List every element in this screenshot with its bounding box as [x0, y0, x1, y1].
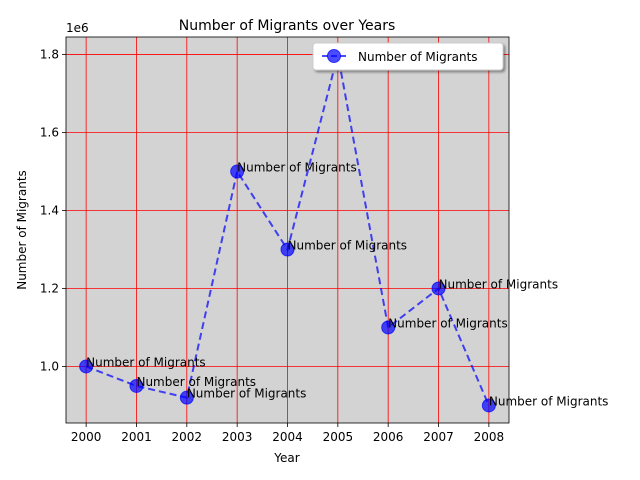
- data-point: [431, 281, 446, 296]
- legend-marker-sample: [327, 49, 341, 63]
- x-tick-label: 2006: [373, 430, 404, 444]
- data-point-label: Number of Migrants: [136, 375, 256, 389]
- x-tick-label: 2001: [121, 430, 152, 444]
- legend-entry-label: Number of Migrants: [358, 50, 478, 64]
- chart-title: Number of Migrants over Years: [179, 18, 396, 34]
- data-point: [230, 164, 245, 179]
- x-tick-label: 2005: [323, 430, 354, 444]
- y-tick-label: 1.8: [40, 48, 59, 62]
- y-offset-label: 1e6: [66, 21, 89, 35]
- x-tick-label: 2000: [71, 430, 102, 444]
- x-tick-label: 2004: [272, 430, 303, 444]
- y-tick-label: 1.6: [40, 126, 59, 140]
- data-point-label: Number of Migrants: [237, 161, 357, 175]
- data-point: [381, 320, 396, 335]
- x-tick-label: 2007: [423, 430, 454, 444]
- data-point: [129, 378, 144, 393]
- legend: Number of Migrants: [312, 42, 504, 71]
- y-tick-label: 1.0: [40, 359, 59, 373]
- data-point: [481, 398, 496, 413]
- y-axis-label: Number of Migrants: [15, 170, 29, 290]
- x-tick-label: 2002: [172, 430, 203, 444]
- data-point: [280, 242, 295, 257]
- axes: 2000 2001 2002 2003 2004 2005 2006 2007 2008 1.0 1…: [40, 36, 510, 444]
- data-point-label: Number of Migrants: [86, 355, 206, 369]
- data-point-label: Number of Migrants: [288, 238, 408, 252]
- x-axis-label: Year: [273, 451, 299, 465]
- data-point-label: Number of Migrants: [439, 277, 559, 291]
- data-point-label: Number of Migrants: [388, 316, 508, 330]
- y-tick-label: 1.4: [40, 204, 59, 218]
- legend-box: [312, 42, 504, 71]
- data-point: [179, 390, 194, 405]
- data-point-label: Number of Migrants: [187, 387, 307, 401]
- axes-frame: [65, 36, 510, 424]
- x-tick-label: 2003: [222, 430, 253, 444]
- x-tick-label: 2008: [474, 430, 505, 444]
- data-point: [79, 359, 94, 374]
- data-point-label: Number of Migrants: [489, 394, 609, 408]
- y-tick-label: 1.2: [40, 281, 59, 295]
